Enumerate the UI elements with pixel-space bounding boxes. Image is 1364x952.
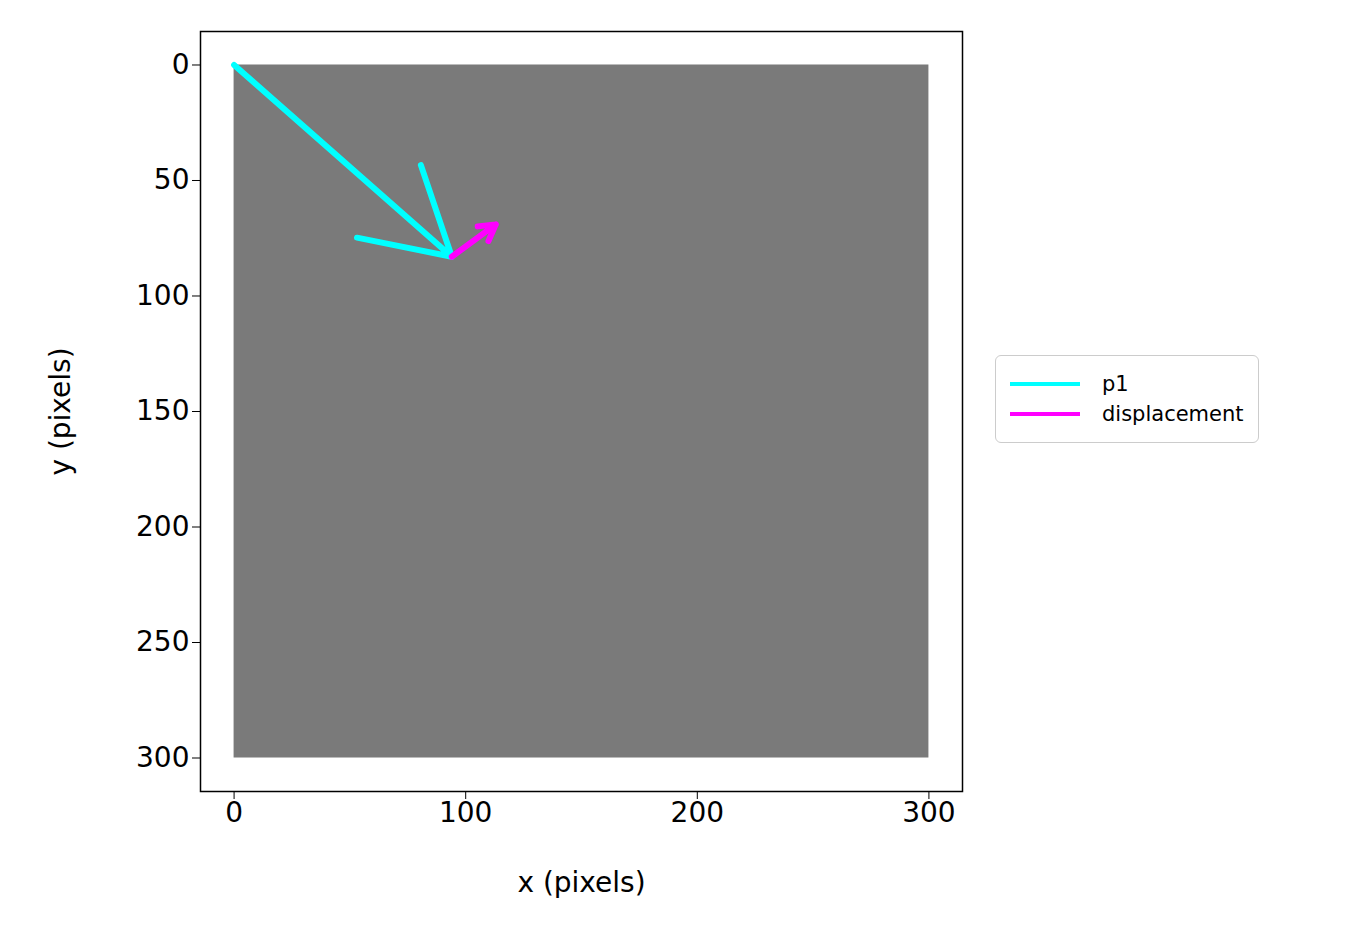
svg-text:200: 200 [671,796,724,829]
html-text:p1: p1 [1102,372,1129,396]
svg-text:x (pixels): x (pixels) [517,866,645,899]
svg-text:50: 50 [154,163,190,196]
svg-text:y (pixels): y (pixels) [44,347,77,475]
svg-text:200: 200 [136,510,189,543]
svg-text:0: 0 [172,48,190,81]
svg-text:100: 100 [136,279,189,312]
svg-text:150: 150 [136,394,189,427]
svg-text:300: 300 [136,741,189,774]
html-text:displacement: displacement [1102,402,1244,426]
svg-text:100: 100 [439,796,492,829]
svg-text:250: 250 [136,625,189,658]
svg-text:0: 0 [225,796,243,829]
svg-text:300: 300 [902,796,955,829]
